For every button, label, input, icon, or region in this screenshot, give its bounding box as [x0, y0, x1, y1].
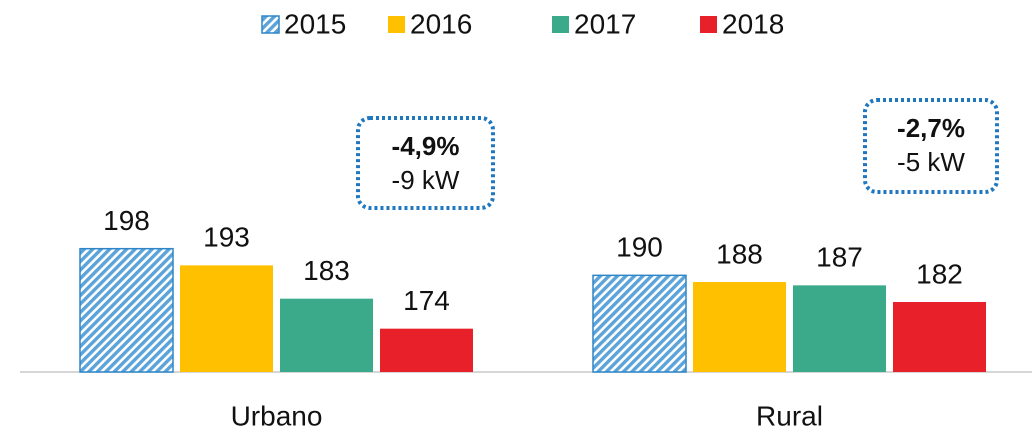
- legend-label: 2016: [410, 8, 472, 39]
- annotation-box: [863, 98, 999, 194]
- bar: [893, 302, 986, 372]
- bar: [793, 285, 886, 372]
- legend-label: 2018: [722, 8, 784, 39]
- value-label: 188: [716, 238, 763, 269]
- bar: [592, 274, 687, 373]
- legend-swatch: [700, 16, 717, 33]
- legend-swatch: [552, 16, 569, 33]
- x-tick-label: Urbano: [231, 400, 323, 431]
- bar: [380, 328, 473, 372]
- value-label: 183: [303, 255, 350, 286]
- x-tick-label: Rural: [756, 400, 823, 431]
- legend-swatch: [261, 15, 280, 34]
- legend-swatch: [388, 16, 405, 33]
- value-label: 190: [616, 232, 663, 263]
- annotation-box: [356, 116, 495, 210]
- annotation-subtext: -9 kW: [392, 165, 460, 195]
- legend-label: 2017: [574, 8, 636, 39]
- value-label: 174: [403, 285, 450, 316]
- value-label: 198: [103, 205, 150, 236]
- value-label: 193: [203, 222, 250, 253]
- bar: [280, 298, 373, 372]
- bar: [79, 247, 174, 373]
- bar: [693, 282, 786, 372]
- value-label: 182: [916, 258, 963, 289]
- annotation-text: -4,9%: [392, 131, 460, 161]
- value-label: 187: [816, 242, 863, 273]
- annotation-text: -2,7%: [897, 113, 965, 143]
- annotation-subtext: -5 kW: [897, 147, 965, 177]
- bar: [180, 265, 273, 372]
- legend-label: 2015: [284, 8, 346, 39]
